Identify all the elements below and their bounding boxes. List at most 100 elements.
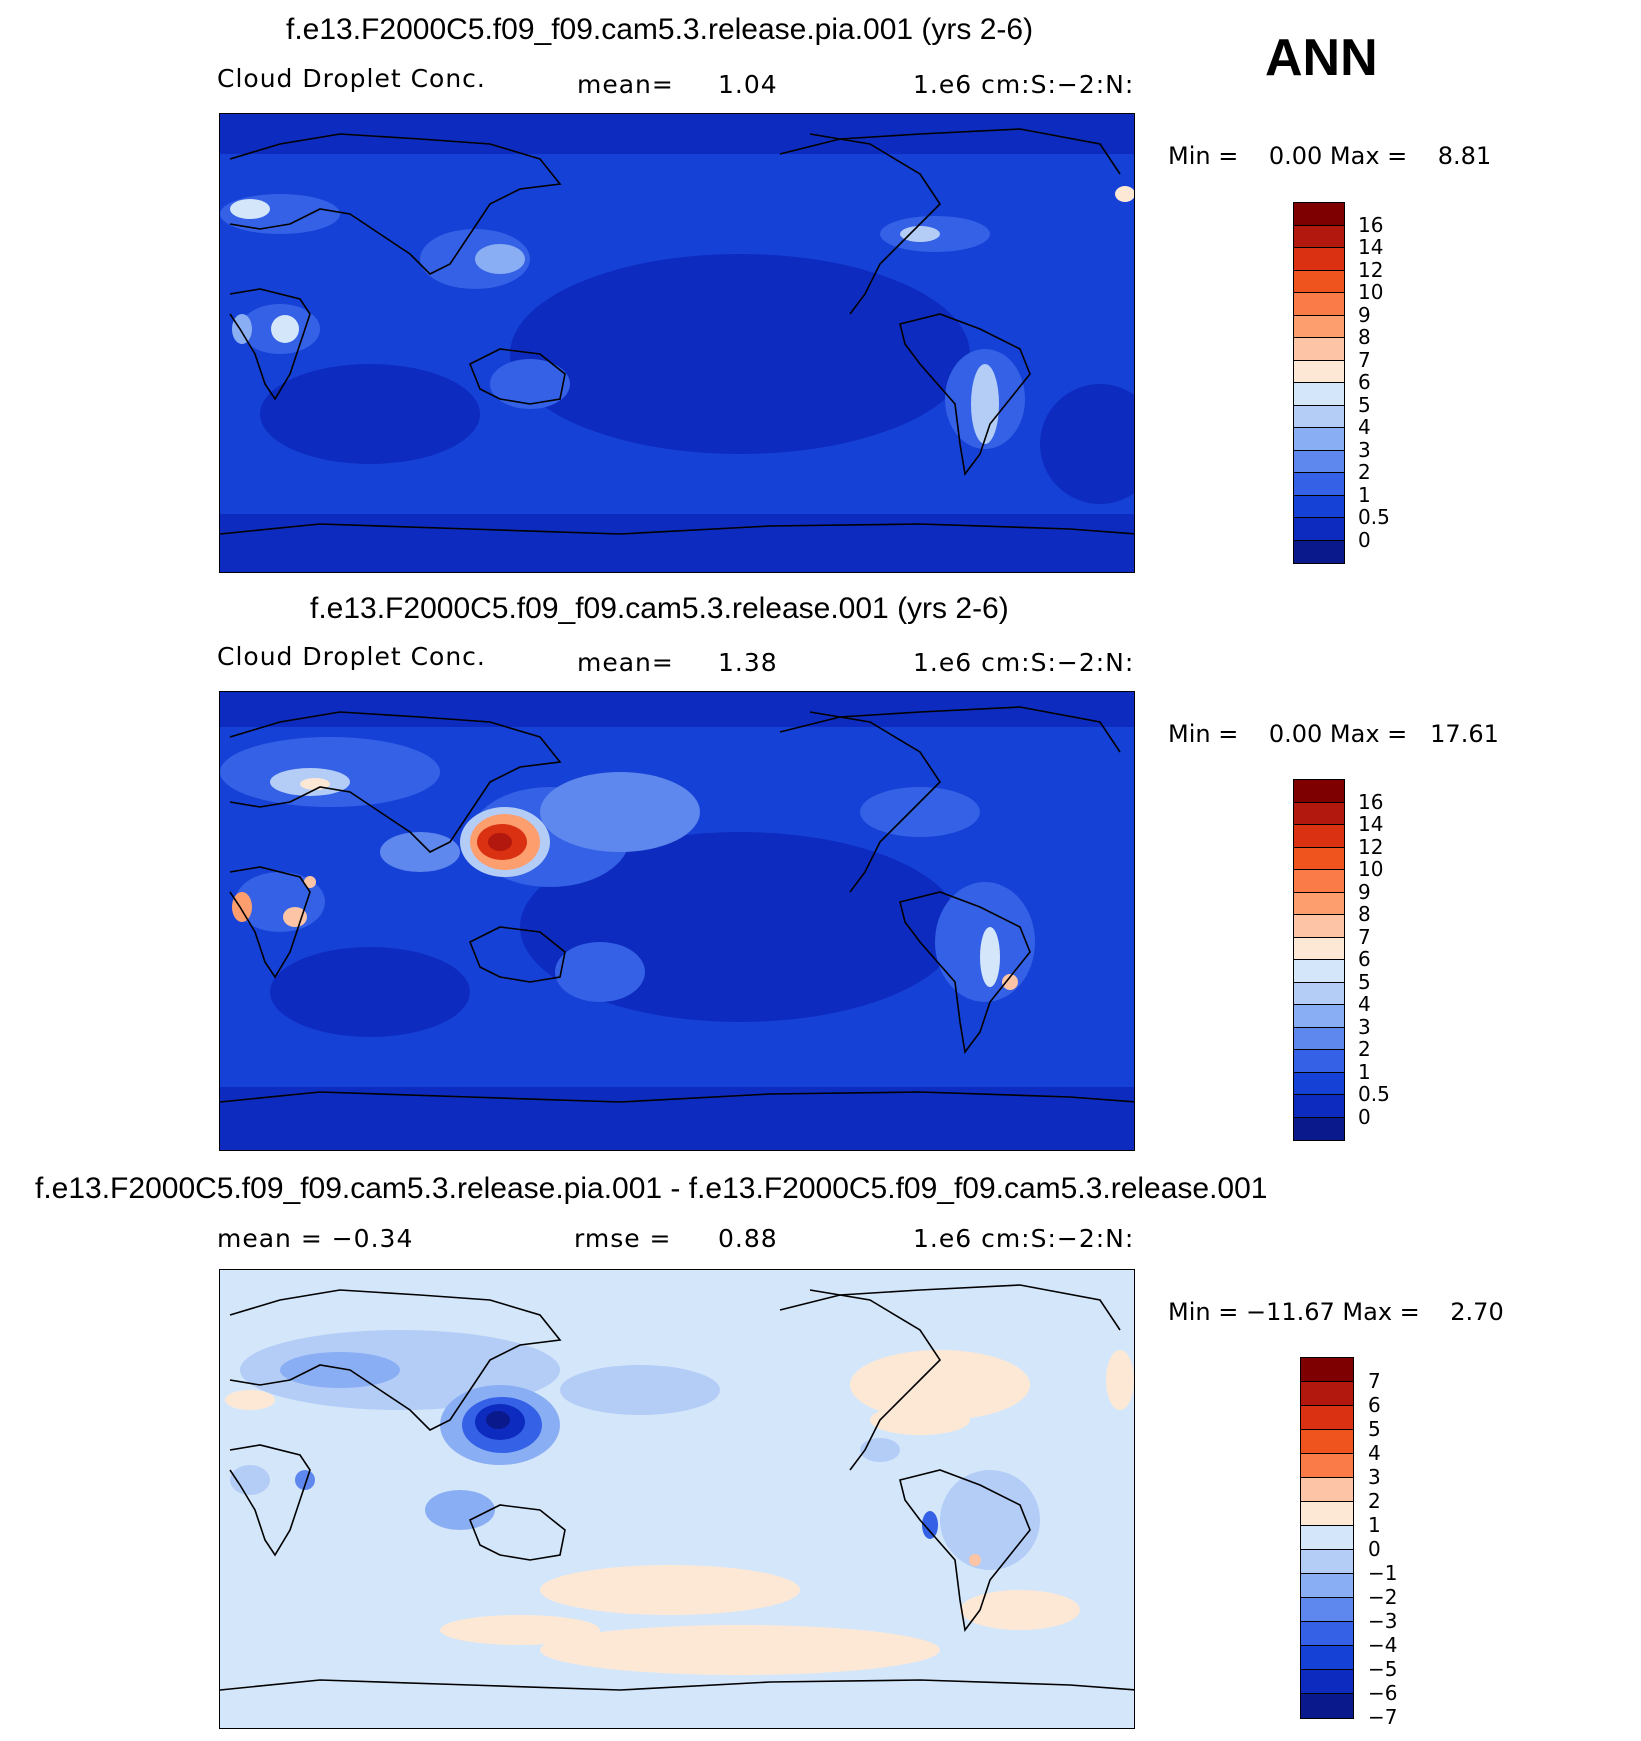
panel-3-rmse-value: 0.88 [718,1224,778,1253]
colorbar-tick-label: 5 [1368,1417,1381,1441]
colorbar-tick-label: 2 [1358,460,1371,484]
colorbar-swatch [1294,780,1344,803]
colorbar-tick-label: −6 [1368,1681,1398,1705]
colorbar-swatch [1294,315,1344,338]
panel-2-mean-label: mean= [577,648,674,677]
colorbar-swatch [1301,1622,1353,1646]
colorbar-swatch [1294,360,1344,383]
colorbar-tick-label: 1 [1368,1513,1381,1537]
colorbar-tick-label: −4 [1368,1633,1398,1657]
panel-3-colorbar-labels: 7 6 5 4 3 2 1 0 −1 −2 −3 −4 −5 −6 −7 [1368,1357,1428,1729]
colorbar-tick-label: 16 [1358,789,1384,814]
colorbar-tick-label: 8 [1358,902,1371,926]
colorbar-tick-label: 0.5 [1358,1082,1390,1106]
colorbar-swatch [1294,847,1344,870]
colorbar-swatch [1301,1382,1353,1406]
colorbar-swatch [1301,1646,1353,1670]
colorbar-swatch [1301,1550,1353,1574]
colorbar-tick-label: 6 [1368,1393,1381,1417]
colorbar-tick-label: 3 [1358,1014,1371,1039]
colorbar-swatch [1301,1502,1353,1526]
colorbar-tick-label: 9 [1358,302,1371,327]
colorbar-swatch [1294,1095,1344,1118]
panel-1-colorbar [1293,202,1345,564]
panel-1-title: f.e13.F2000C5.f09_f09.cam5.3.release.pia… [286,13,1034,46]
panel-1-minmax: Min = 0.00 Max = 8.81 [1168,142,1492,170]
panel-2-variable-label: Cloud Droplet Conc. [217,642,486,671]
colorbar-tick-label: 0.5 [1358,505,1390,529]
colorbar-swatch [1294,1027,1344,1050]
colorbar-tick-label: 7 [1358,924,1371,949]
season-label: ANN [1265,29,1378,87]
colorbar-swatch [1294,473,1344,496]
colorbar-tick-label: 4 [1358,992,1371,1016]
colorbar-swatch [1294,937,1344,960]
colorbar-swatch [1294,960,1344,983]
colorbar-swatch [1301,1670,1353,1694]
panel-1-map [219,113,1135,573]
colorbar-swatch [1301,1478,1353,1502]
colorbar-tick-label: −3 [1368,1609,1398,1633]
colorbar-tick-label: −7 [1368,1705,1398,1729]
panel-3-minmax: Min = −11.67 Max = 2.70 [1168,1298,1504,1326]
colorbar-tick-label: 4 [1368,1441,1381,1465]
colorbar-tick-label: 7 [1368,1369,1381,1393]
colorbar-swatch [1294,915,1344,938]
panel-3-units: 1.e6 cm:S:−2:N: [913,1224,1135,1253]
panel-2-title: f.e13.F2000C5.f09_f09.cam5.3.release.001… [310,592,1009,625]
colorbar-swatch [1294,225,1344,248]
colorbar-swatch [1301,1574,1353,1598]
colorbar-tick-label: 0 [1368,1537,1381,1561]
colorbar-swatch [1294,1050,1344,1073]
colorbar-swatch [1301,1454,1353,1478]
panel-3-map [219,1269,1135,1729]
colorbar-tick-label: 5 [1358,392,1371,417]
colorbar-tick-label: 1 [1358,1059,1371,1084]
panel-2-map [219,691,1135,1151]
colorbar-tick-label: 3 [1368,1465,1381,1489]
colorbar-tick-label: −5 [1368,1657,1398,1681]
colorbar-tick-label: 3 [1358,437,1371,462]
panel-1-variable-label: Cloud Droplet Conc. [217,64,486,93]
colorbar-tick-label: 2 [1358,1037,1371,1061]
colorbar-tick-label: 10 [1358,280,1384,304]
panel-2-units: 1.e6 cm:S:−2:N: [913,648,1135,677]
colorbar-tick-label: 12 [1358,257,1384,282]
colorbar-swatch [1294,495,1344,518]
colorbar-tick-label: 14 [1358,235,1384,259]
colorbar-swatch [1294,293,1344,316]
panel-2-mean-value: 1.38 [718,648,778,677]
colorbar-swatch [1294,982,1344,1005]
panel-1-mean-label: mean= [577,70,674,99]
colorbar-swatch [1301,1406,1353,1430]
colorbar-swatch [1294,383,1344,406]
panel-1-units: 1.e6 cm:S:−2:N: [913,70,1135,99]
colorbar-tick-label: 12 [1358,834,1384,859]
colorbar-swatch [1294,203,1344,226]
colorbar-tick-label: 14 [1358,812,1384,836]
colorbar-tick-label: 10 [1358,857,1384,881]
colorbar-tick-label: 8 [1358,325,1371,349]
colorbar-swatch [1301,1598,1353,1622]
colorbar-tick-label: 1 [1358,482,1371,507]
colorbar-tick-label: 0 [1358,1104,1371,1129]
colorbar-swatch [1294,1072,1344,1095]
panel-3-mean-label: mean = −0.34 [217,1224,414,1253]
colorbar-swatch [1294,1117,1344,1140]
colorbar-swatch [1294,248,1344,271]
panel-2-colorbar-labels: 16 14 12 10 9 8 7 6 5 4 3 2 1 0.5 0 [1358,779,1418,1141]
colorbar-tick-label: 6 [1358,947,1371,971]
colorbar-swatch [1294,450,1344,473]
colorbar-swatch [1294,428,1344,451]
colorbar-swatch [1294,270,1344,293]
panel-3-title: f.e13.F2000C5.f09_f09.cam5.3.release.pia… [35,1172,1268,1205]
panel-1-colorbar-labels: 16 14 12 10 9 8 7 6 5 4 3 2 1 0.5 0 [1358,202,1418,564]
colorbar-tick-label: −2 [1368,1585,1398,1609]
colorbar-tick-label: 0 [1358,527,1371,552]
panel-3-rmse-label: rmse = [574,1224,672,1253]
colorbar-swatch [1301,1694,1353,1718]
colorbar-swatch [1294,405,1344,428]
colorbar-tick-label: 9 [1358,879,1371,904]
colorbar-swatch [1294,338,1344,361]
panel-3-colorbar [1300,1357,1354,1719]
